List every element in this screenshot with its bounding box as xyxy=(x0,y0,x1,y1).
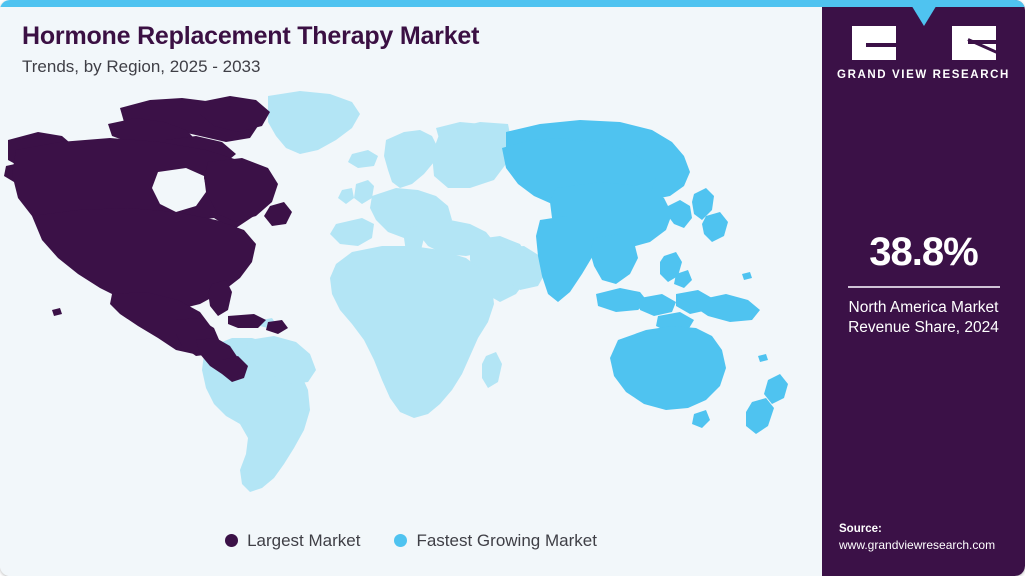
stat-value: 38.8% xyxy=(869,230,978,274)
stat-divider xyxy=(847,286,1000,288)
top-accent-bar xyxy=(0,0,1025,7)
source-label: Source: xyxy=(839,523,882,536)
page-subtitle: Trends, by Region, 2025 - 2033 xyxy=(22,56,261,76)
logo-marks xyxy=(851,0,996,62)
map-region-other xyxy=(202,91,546,492)
logo-letter-g-icon xyxy=(851,26,896,60)
legend-item-fastest-growing-market: Fastest Growing Market xyxy=(394,531,597,550)
map-panel: Hormone Replacement Therapy Market Trend… xyxy=(0,22,822,549)
world-map xyxy=(0,88,822,508)
world-map-svg xyxy=(0,88,822,508)
legend-dot-icon xyxy=(225,534,239,547)
legend-label: Fastest Growing Market xyxy=(416,531,597,550)
legend-item-largest-market: Largest Market xyxy=(225,532,360,549)
source-url[interactable]: www.grandviewresearch.com xyxy=(839,538,996,553)
legend-label: Largest Market xyxy=(247,531,361,550)
logo-letter-v-icon xyxy=(901,0,946,62)
map-region-asia-pacific xyxy=(502,120,788,434)
source-block: Source: www.grandviewresearch.com xyxy=(839,521,1019,554)
stat-caption-line2: Revenue Share, 2024 xyxy=(848,319,999,337)
brand-logo: GRAND VIEW RESEARCH xyxy=(822,0,1025,81)
stat-block: 38.8% North America Market Revenue Share… xyxy=(822,232,1025,339)
brand-panel: GRAND VIEW RESEARCH 38.8% North America … xyxy=(822,0,1025,576)
brand-wordmark: GRAND VIEW RESEARCH xyxy=(837,69,1010,81)
stat-caption-line1: North America Market xyxy=(848,298,999,316)
map-region-north-america xyxy=(4,96,292,382)
logo-letter-r-icon xyxy=(951,26,996,60)
map-legend: Largest Market Fastest Growing Market xyxy=(0,532,822,549)
page-title: Hormone Replacement Therapy Market xyxy=(22,22,480,50)
legend-dot-icon xyxy=(394,534,408,547)
title-block: Hormone Replacement Therapy Market Trend… xyxy=(22,22,782,77)
